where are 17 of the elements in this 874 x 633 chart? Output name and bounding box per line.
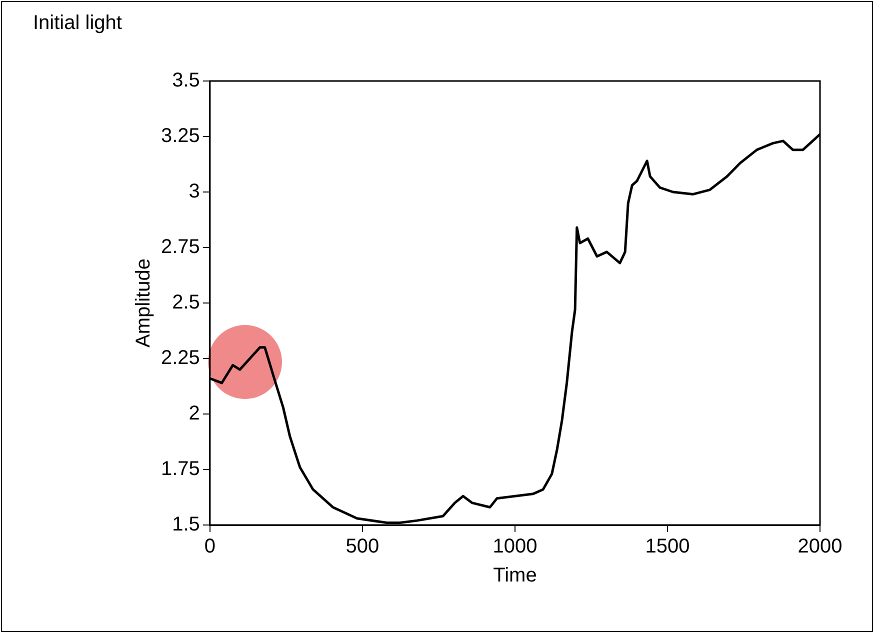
y-tick-label: 2.25 <box>160 347 200 370</box>
x-tick-label: 500 <box>346 536 380 558</box>
y-tick-label: 3 <box>188 180 200 203</box>
y-tick-label: 3.25 <box>160 125 200 148</box>
y-tick-label: 1.5 <box>172 514 200 536</box>
x-tick-label: 1500 <box>645 536 690 558</box>
x-axis-title: Time <box>493 564 537 587</box>
y-tick-label: 1.75 <box>160 458 200 480</box>
y-tick-label: 2.75 <box>160 236 200 258</box>
x-tick-label: 1000 <box>492 536 538 558</box>
y-axis-title: Amplitude <box>132 258 155 348</box>
x-tick-label: 0 <box>204 536 216 558</box>
y-tick-label: 3.5 <box>172 70 200 92</box>
chart-title: Initial light <box>33 12 122 35</box>
y-tick-label: 2.5 <box>172 292 200 314</box>
y-tick-label: 2 <box>188 402 200 425</box>
x-tick-label: 2000 <box>798 536 842 558</box>
